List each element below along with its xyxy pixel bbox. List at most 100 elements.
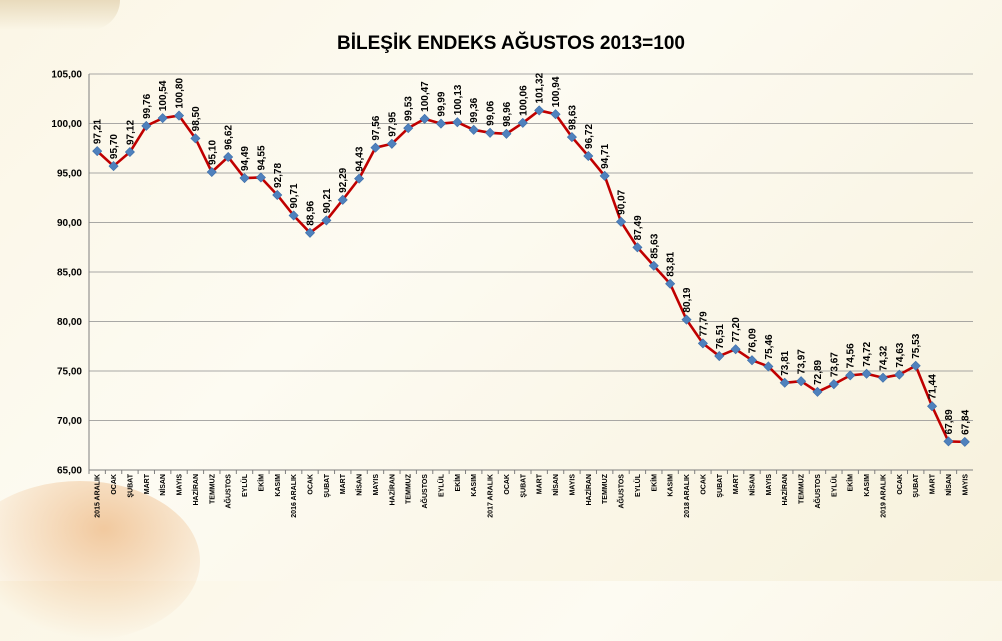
y-axis: 65,00 70,00 75,00 80,00 85,00 90,00 95,00 100,0… [51, 70, 90, 477]
data-label: 75,46 [764, 334, 775, 359]
y-tick-label: 75,00 [57, 367, 82, 378]
data-label: 76,09 [748, 328, 759, 353]
data-label: 98,96 [502, 101, 513, 126]
data-label: 94,49 [240, 146, 251, 171]
data-point [714, 351, 725, 362]
data-label: 95,70 [109, 134, 120, 159]
data-label: 97,56 [371, 115, 382, 140]
data-point [206, 166, 217, 178]
x-tick-label: EYLÜL [436, 473, 445, 497]
series-markers [92, 105, 970, 447]
data-point [746, 355, 758, 366]
x-tick-label: 2018 ARALIK [684, 474, 691, 518]
x-tick-label: TEMMUZ [209, 473, 216, 504]
x-tick-label: NİSAN [356, 474, 364, 496]
data-label: 99,06 [486, 100, 497, 125]
data-label: 67,84 [960, 409, 971, 434]
x-tick-label: ŞUBAT [913, 473, 920, 497]
data-point [223, 151, 234, 162]
data-label: 99,99 [436, 91, 447, 116]
data-point [452, 117, 463, 128]
x-tick-label: KASIM [668, 474, 675, 497]
x-tick-label: KASIM [864, 474, 871, 497]
data-point [599, 170, 610, 181]
data-point [190, 133, 201, 144]
data-point [304, 227, 316, 238]
data-point [272, 189, 283, 201]
x-tick-label: ŞUBAT [324, 473, 331, 497]
x-tick-label: MART [930, 473, 937, 494]
x-tick-label: OCAK [111, 474, 118, 495]
data-label: 99,53 [404, 96, 415, 121]
data-label: 97,12 [125, 120, 136, 145]
x-tick-label: HAZİRAN [781, 474, 789, 506]
x-tick-label: AĞUSTOS [224, 474, 233, 509]
x-tick-label: KASIM [471, 474, 478, 497]
chart-title: BİLEŞİK ENDEKS AĞUSTOS 2013=100 [337, 32, 685, 54]
x-tick-label: AĞUSTOS [813, 474, 822, 509]
data-label: 90,71 [289, 183, 300, 208]
data-point [354, 173, 365, 184]
line-chart: BİLEŞİK ENDEKS AĞUSTOS 2013=100 65,00 70,… [51, 32, 973, 518]
data-label: 94,43 [355, 146, 366, 171]
data-point [321, 215, 332, 226]
y-tick-label: 65,00 [57, 466, 82, 477]
y-tick-label: 100,00 [51, 119, 82, 130]
data-label: 83,81 [666, 251, 677, 276]
data-point [517, 117, 528, 128]
x-tick-label: EYLÜL [240, 473, 249, 497]
x-tick-label: MART [144, 473, 151, 494]
x-tick-label: AĞUSTOS [617, 474, 626, 509]
data-label: 97,21 [93, 119, 104, 144]
x-tick-label: OCAK [897, 474, 904, 495]
x-tick-label: HAZİRAN [388, 474, 396, 506]
data-label: 74,63 [895, 342, 906, 367]
data-point [501, 128, 512, 139]
x-tick-label: EYLÜL [633, 473, 642, 497]
data-point [665, 278, 676, 289]
x-tick-label: EKİM [650, 474, 658, 492]
y-tick-label: 80,00 [57, 317, 82, 328]
data-point [386, 138, 397, 149]
x-tick-label: NİSAN [552, 474, 560, 496]
data-label: 92,29 [338, 167, 349, 192]
x-tick-label: MART [340, 473, 347, 494]
data-point [763, 361, 774, 372]
data-point [730, 344, 741, 355]
x-tick-label: ŞUBAT [520, 473, 527, 497]
y-tick-label: 105,00 [51, 70, 82, 81]
data-label: 90,21 [322, 188, 333, 213]
data-point [632, 242, 643, 253]
decorative-top-swoosh [0, 0, 120, 30]
data-label: 87,49 [633, 215, 644, 240]
x-tick-label: MAYIS [962, 474, 969, 496]
data-point [92, 146, 103, 157]
x-axis: 2015 ARALIK OCAK ŞUBAT MART NİSAN MAYIS HAZİRA… [88, 469, 973, 518]
x-tick-label: EKİM [847, 474, 855, 492]
data-label: 75,53 [911, 333, 922, 358]
x-tick-label: MART [537, 473, 544, 494]
data-label: 71,44 [928, 374, 939, 399]
x-tick-label: 2019 ARALIK [880, 474, 887, 518]
data-label: 94,55 [256, 145, 267, 170]
x-tick-label: TEMMUZ [799, 473, 806, 504]
x-tick-label: NİSAN [159, 474, 167, 496]
x-tick-label: NİSAN [945, 474, 953, 496]
data-label: 98,63 [567, 105, 578, 130]
data-point [124, 146, 135, 158]
data-label: 95,10 [207, 140, 218, 165]
data-label: 90,07 [617, 189, 628, 214]
data-point [288, 210, 299, 221]
data-label: 77,79 [698, 311, 709, 336]
data-label: 73,67 [829, 352, 840, 377]
data-label: 96,62 [224, 124, 235, 149]
data-label: 94,71 [600, 143, 611, 168]
data-labels: 97,21 95,70 97,12 99,76 100,54 100,80 98,50 95,… [93, 72, 972, 434]
data-point [877, 372, 888, 383]
data-point [435, 118, 446, 129]
x-tick-label: AĞUSTOS [420, 474, 429, 509]
data-label: 74,72 [862, 341, 873, 366]
data-point [959, 436, 970, 447]
data-point [239, 173, 250, 184]
x-tick-label: OCAK [308, 474, 315, 495]
